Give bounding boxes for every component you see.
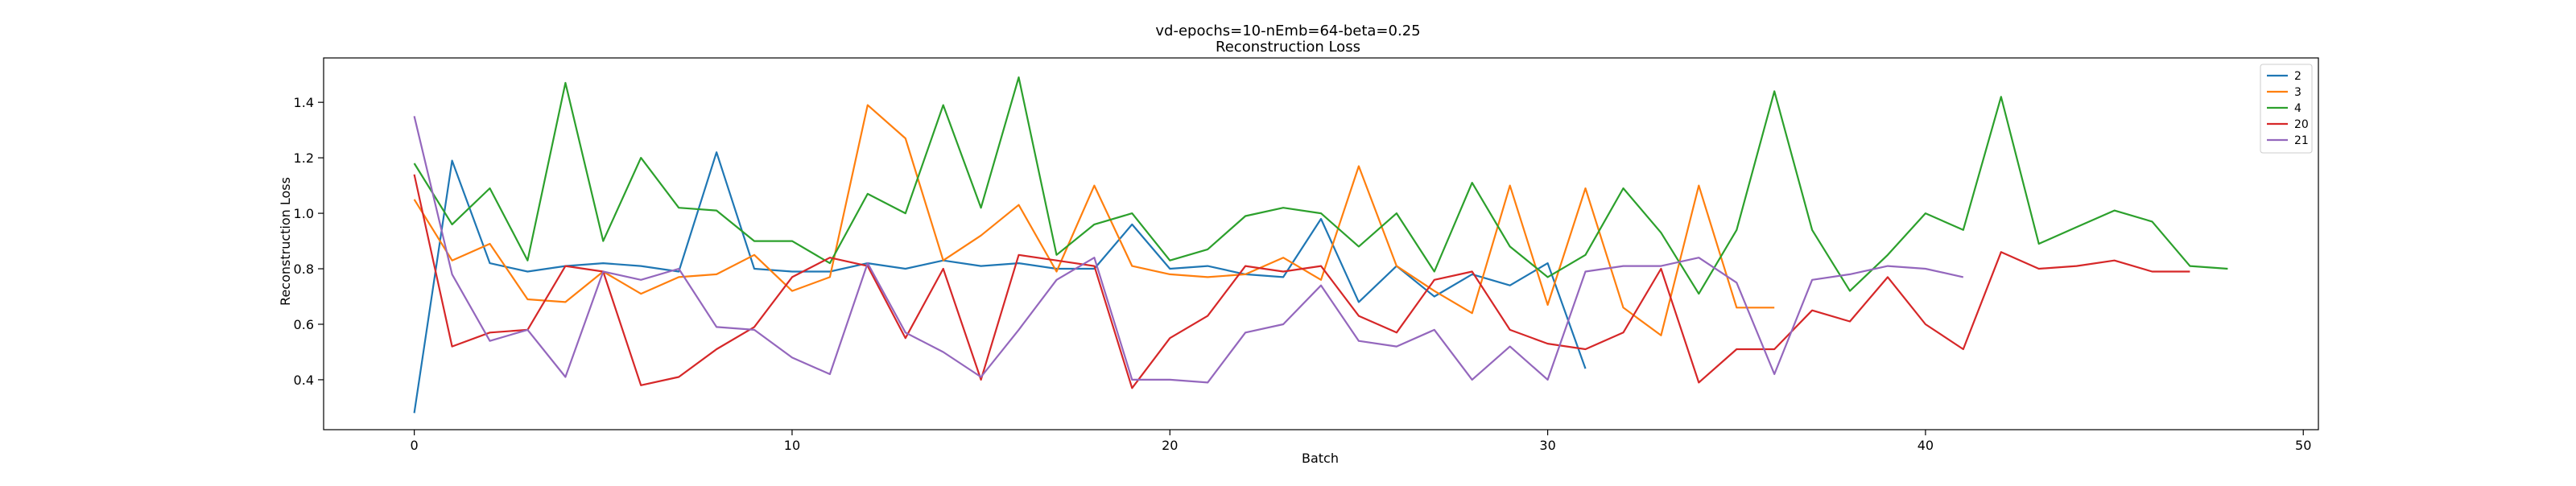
legend-label-21: 21: [2294, 134, 2309, 147]
y-tick-label: 0.6: [294, 317, 314, 332]
ticks-group: 0 10 20 30 40 50 0.4 0.6 0.8 1.0 1.2 1.4: [294, 95, 2312, 453]
series-line-2: [413, 151, 1587, 414]
x-tick-label: 30: [1539, 438, 1555, 453]
chart-subtitle: Reconstruction Loss: [1216, 39, 1360, 56]
axes-group: [323, 57, 2319, 430]
series-line-3: [413, 104, 1775, 336]
y-tick-label: 1.2: [294, 150, 314, 166]
legend-label-20: 20: [2294, 118, 2309, 131]
legend-label-3: 3: [2294, 86, 2301, 99]
y-tick-label: 0.4: [294, 373, 314, 388]
y-tick-label: 1.4: [294, 95, 314, 110]
x-axis-label: Batch: [1302, 451, 1339, 466]
legend-label-2: 2: [2294, 70, 2301, 83]
series-group: [413, 76, 2228, 414]
chart-title: vd-epochs=10-nEmb=64-beta=0.25: [1155, 23, 1420, 39]
plot-frame: [323, 57, 2319, 430]
x-tick-label: 20: [1162, 438, 1178, 453]
x-tick-label: 0: [411, 438, 419, 453]
y-tick-label: 1.0: [294, 206, 314, 221]
legend-label-4: 4: [2294, 102, 2301, 115]
x-tick-label: 40: [1918, 438, 1934, 453]
x-tick-label: 50: [2295, 438, 2311, 453]
series-line-21: [413, 116, 1964, 384]
y-tick-label: 0.8: [294, 262, 314, 277]
legend: 2 3 4 20 21: [2260, 64, 2313, 154]
series-line-20: [413, 174, 2190, 389]
x-tick-label: 10: [784, 438, 800, 453]
series-line-4: [413, 76, 2228, 295]
y-axis-label: Reconstruction Loss: [278, 177, 293, 306]
